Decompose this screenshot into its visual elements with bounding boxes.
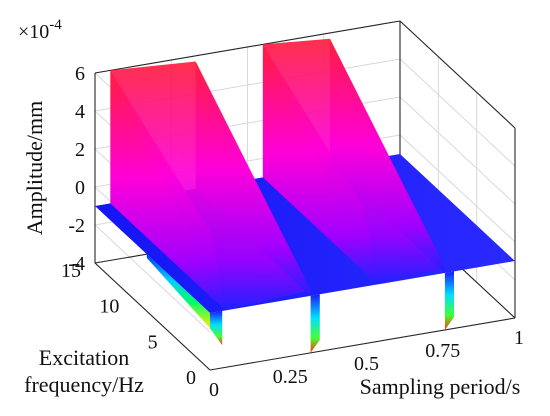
surface-pulse-dip bbox=[310, 294, 320, 353]
grid-line-side-z bbox=[399, 58, 516, 167]
axis-edge bbox=[209, 317, 516, 371]
y-axis-label-line2: frequency/Hz bbox=[24, 372, 144, 397]
z-tick-label: -4 bbox=[68, 253, 85, 275]
z-tick-label: 6 bbox=[75, 63, 85, 85]
x-tick-label: 0 bbox=[209, 379, 219, 401]
z-tick-label: 4 bbox=[75, 101, 85, 123]
axis-edge bbox=[94, 20, 401, 74]
z-axis-ticks: -4 -2 0 2 4 6 bbox=[68, 63, 85, 275]
surface-left-edge bbox=[146, 254, 210, 329]
grid-line-side-z bbox=[399, 134, 516, 243]
surface-front-dip bbox=[210, 310, 223, 346]
grid-line-left-z bbox=[94, 224, 211, 333]
surface-pulse-dip bbox=[444, 271, 454, 330]
z-axis-label: Amplitude/mm bbox=[22, 101, 47, 235]
x-tick-label: 1 bbox=[514, 327, 524, 349]
x-axis-ticks: 0 0.25 0.5 0.75 1 bbox=[209, 327, 524, 401]
z-tick-label: -2 bbox=[68, 215, 85, 237]
z-exponent-label: ×10-4 bbox=[18, 17, 62, 43]
x-axis-label: Sampling period/s bbox=[360, 374, 521, 399]
axis-edge bbox=[94, 262, 211, 371]
x-tick-label: 0.25 bbox=[273, 366, 308, 388]
z-tick-label: 0 bbox=[75, 177, 85, 199]
y-axis-label-line1: Excitation bbox=[39, 345, 129, 370]
x-tick-label: 0.75 bbox=[425, 340, 460, 362]
grid-line-side-z bbox=[399, 96, 516, 205]
x-tick-label: 0.5 bbox=[354, 353, 379, 375]
surface-pulse-fall bbox=[195, 61, 311, 296]
y-tick-label: 10 bbox=[99, 296, 119, 318]
surface-pulse-fall bbox=[329, 38, 445, 274]
surface bbox=[95, 38, 515, 353]
axis-edge bbox=[399, 20, 516, 129]
z-tick-label: 2 bbox=[75, 139, 85, 161]
y-tick-label: 5 bbox=[148, 331, 158, 353]
y-axis-ticks: 0 5 10 15 bbox=[61, 260, 196, 389]
y-tick-label: 0 bbox=[186, 367, 196, 389]
y-tick-label: 15 bbox=[61, 260, 81, 282]
